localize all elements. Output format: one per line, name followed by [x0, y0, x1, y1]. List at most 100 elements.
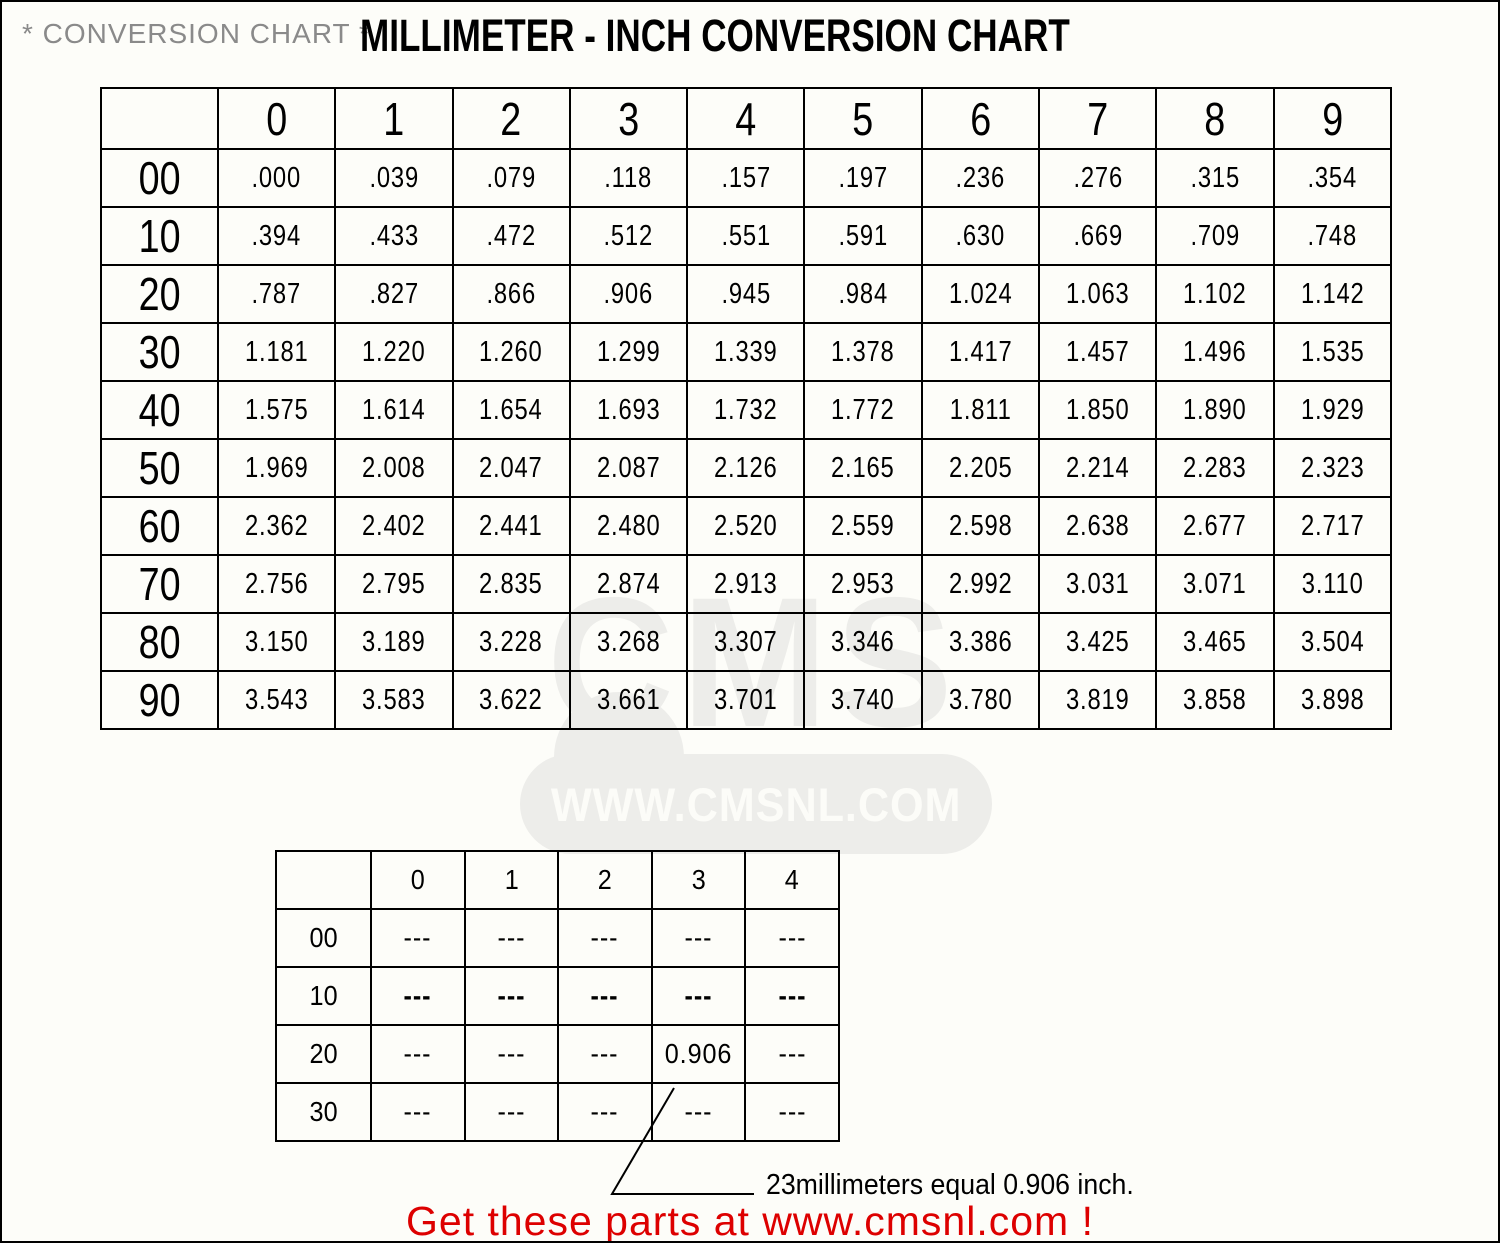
table-cell: .315	[1155, 148, 1275, 208]
table-cell: .866	[451, 264, 571, 324]
table-cell: ---	[650, 966, 747, 1026]
table-cell: 3.583	[334, 670, 454, 730]
table-cell: .906	[568, 264, 689, 324]
table-row: 20 --- --- --- 0.906 ---	[275, 1024, 840, 1084]
row-header: 50	[100, 438, 219, 498]
col-header: 2	[557, 850, 653, 910]
table-cell: 2.047	[451, 438, 571, 498]
table-cell: 1.220	[334, 322, 454, 382]
table-cell: 3.228	[451, 612, 571, 672]
table-cell: 1.496	[1155, 322, 1275, 382]
table-cell: 3.110	[1272, 554, 1393, 614]
page-title: MILLIMETER - INCH CONVERSION CHART	[360, 10, 1070, 61]
table-cell: .748	[1272, 206, 1393, 266]
table-cell: 3.780	[920, 670, 1041, 730]
page-subtitle: * CONVERSION CHART *	[22, 18, 371, 49]
table-cell: 1.378	[803, 322, 923, 382]
table-cell: ---	[557, 1024, 653, 1084]
table-cell: 1.417	[920, 322, 1041, 382]
table-cell: 3.740	[803, 670, 923, 730]
table-cell: 1.299	[568, 322, 689, 382]
table-cell: 1.339	[686, 322, 806, 382]
table-cell: 1.457	[1038, 322, 1158, 382]
table-cell: .079	[451, 148, 571, 208]
table-cell: .157	[686, 148, 806, 208]
corner-cell	[275, 850, 372, 910]
table-cell: ---	[744, 966, 840, 1026]
table-cell: 1.142	[1272, 264, 1393, 324]
table-cell: 3.346	[803, 612, 923, 672]
table-cell: ---	[463, 1082, 560, 1142]
promo-link-text[interactable]: Get these parts at www.cmsnl.com !	[406, 1198, 1094, 1243]
table-cell: .591	[803, 206, 923, 266]
table-cell: ---	[463, 966, 560, 1026]
row-header: 90	[100, 670, 219, 730]
table-cell: 1.772	[803, 380, 923, 440]
table-cell: 3.189	[334, 612, 454, 672]
table-row: 10 --- --- --- --- ---	[275, 966, 840, 1026]
table-cell: .276	[1038, 148, 1158, 208]
table-cell: 3.386	[920, 612, 1041, 672]
table-cell: 3.543	[216, 670, 337, 730]
row-header: 00	[275, 908, 372, 968]
table-cell: 2.205	[920, 438, 1041, 498]
annotation-text: 23millimeters equal 0.906 inch.	[766, 1169, 1134, 1201]
table-cell: 2.441	[451, 496, 571, 556]
table-cell: .354	[1272, 148, 1393, 208]
table-cell: 1.811	[920, 380, 1041, 440]
row-header: 10	[275, 966, 372, 1026]
table-cell: ---	[370, 1024, 466, 1084]
table-cell: 2.677	[1155, 496, 1275, 556]
table-cell: ---	[463, 908, 560, 968]
table-cell: 3.425	[1038, 612, 1158, 672]
table-cell: 3.898	[1272, 670, 1393, 730]
table-row: 30 --- --- --- --- ---	[275, 1082, 840, 1142]
table-cell: 2.717	[1272, 496, 1393, 556]
table-cell: 2.953	[803, 554, 923, 614]
col-header: 4	[744, 850, 840, 910]
row-header: 00	[100, 148, 219, 208]
table-cell: 2.214	[1038, 438, 1158, 498]
table-cell: 1.102	[1155, 264, 1275, 324]
col-header: 0	[216, 87, 337, 150]
table-cell: .945	[686, 264, 806, 324]
col-header: 8	[1155, 87, 1275, 150]
table-cell: .394	[216, 206, 337, 266]
table-cell: ---	[650, 1082, 747, 1142]
table-cell: 2.835	[451, 554, 571, 614]
table-cell: 1.063	[1038, 264, 1158, 324]
table-cell: 2.165	[803, 438, 923, 498]
table-cell: ---	[557, 1082, 653, 1142]
table-cell: ---	[744, 1024, 840, 1084]
table-cell: 1.969	[216, 438, 337, 498]
table-cell: 2.756	[216, 554, 337, 614]
row-header: 20	[275, 1024, 372, 1084]
table-cell: .118	[568, 148, 689, 208]
table-cell: .709	[1155, 206, 1275, 266]
table-cell: 1.929	[1272, 380, 1393, 440]
table-cell: .787	[216, 264, 337, 324]
table-cell: ---	[370, 1082, 466, 1142]
table-row: 40 1.575 1.614 1.654 1.693 1.732 1.772 1.811 1.8…	[100, 380, 1393, 440]
table-cell: ---	[744, 1082, 840, 1142]
table-cell: 2.913	[686, 554, 806, 614]
col-header: 1	[334, 87, 454, 150]
table-cell: 2.520	[686, 496, 806, 556]
table-row: 70 2.756 2.795 2.835 2.874 2.913 2.953 2.992 3.0…	[100, 554, 1393, 614]
table-cell: 2.559	[803, 496, 923, 556]
table-cell: 2.402	[334, 496, 454, 556]
col-header: 6	[920, 87, 1041, 150]
table-cell: .472	[451, 206, 571, 266]
table-cell: .000	[216, 148, 337, 208]
table-cell: 2.126	[686, 438, 806, 498]
table-cell: 1.181	[216, 322, 337, 382]
table-row: 80 3.150 3.189 3.228 3.268 3.307 3.346 3.386 3.4…	[100, 612, 1393, 672]
table-cell: ---	[650, 908, 747, 968]
table-cell: .197	[803, 148, 923, 208]
table-cell: ---	[744, 908, 840, 968]
table-cell: 3.465	[1155, 612, 1275, 672]
table-cell: 2.992	[920, 554, 1041, 614]
table-cell: 2.362	[216, 496, 337, 556]
col-header: 7	[1038, 87, 1158, 150]
